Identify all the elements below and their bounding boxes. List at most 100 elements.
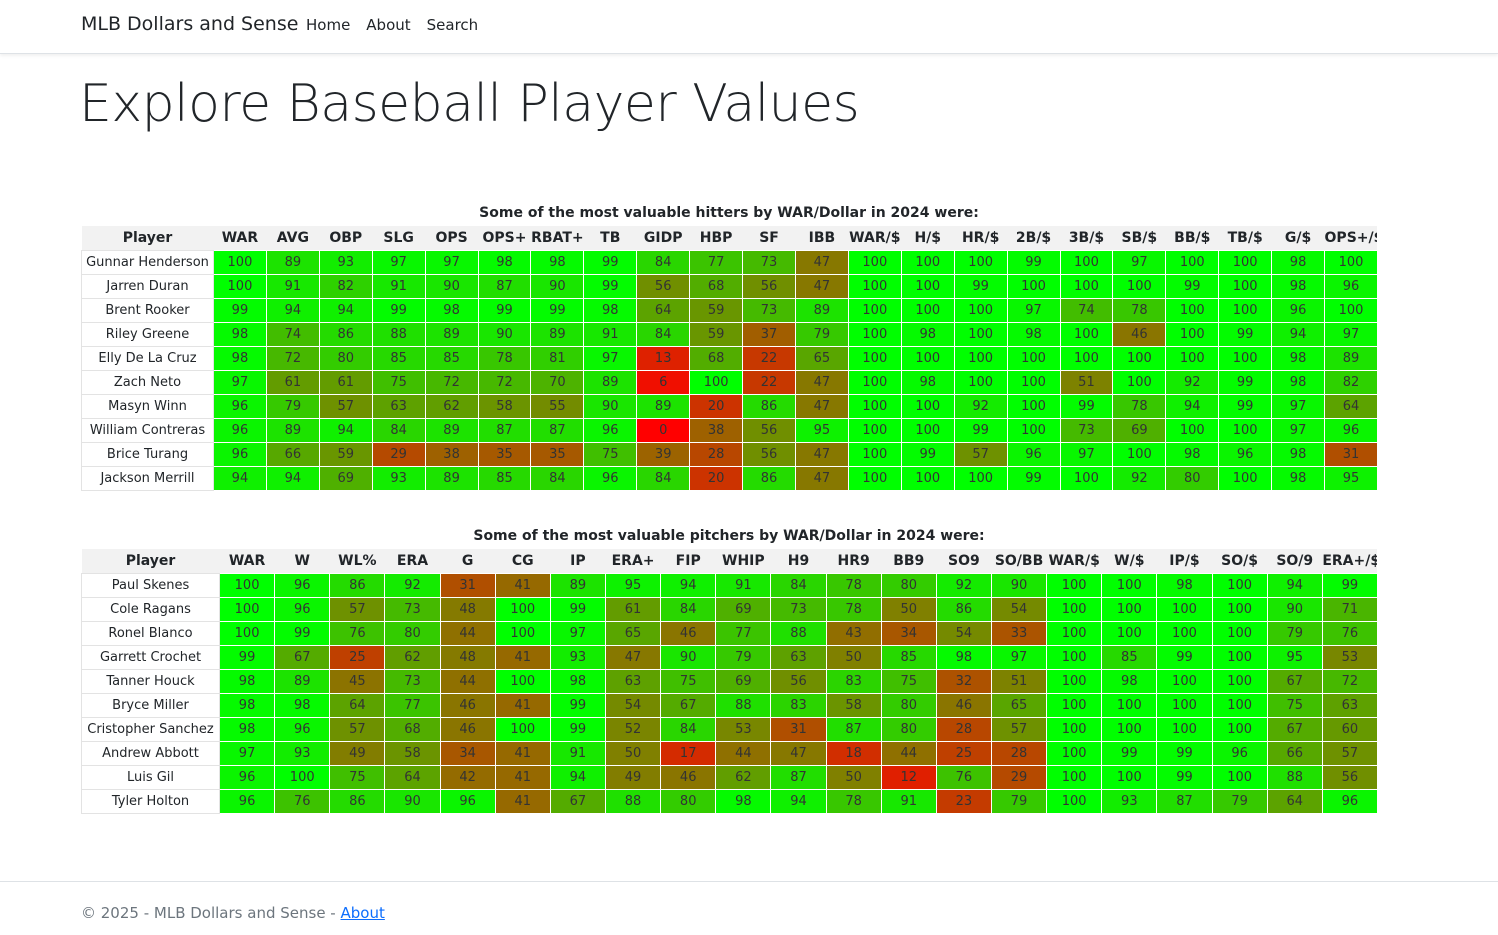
value-cell: 100: [1218, 466, 1273, 491]
value-cell: 46: [1112, 322, 1167, 347]
value-cell: 80: [1165, 466, 1220, 491]
value-cell: 47: [794, 394, 849, 419]
value-cell: 63: [371, 394, 426, 419]
value-cell: 98: [274, 693, 331, 718]
player-name: Elly De La Cruz: [81, 346, 214, 371]
table-row: Brent Rooker 99 94 94 99 98 99 99 98 64 59 73 89 100 1…: [81, 298, 1378, 323]
value-cell: 74: [1059, 298, 1114, 323]
value-cell: 98: [218, 693, 276, 718]
value-cell: 47: [794, 442, 849, 467]
footer-about-link[interactable]: About: [340, 904, 385, 922]
value-cell: 96: [213, 442, 267, 467]
value-cell: 34: [880, 621, 937, 646]
navbar-brand[interactable]: MLB Dollars and Sense: [81, 13, 299, 35]
value-cell: 69: [715, 669, 772, 694]
player-name: Luis Gil: [81, 765, 220, 790]
value-cell: 67: [549, 789, 606, 814]
column-header: OBP: [319, 226, 373, 251]
value-cell: 47: [794, 274, 849, 299]
column-header: WL%: [329, 549, 385, 574]
value-cell: 78: [825, 597, 882, 622]
value-cell: 68: [689, 274, 744, 299]
value-cell: 91: [715, 573, 772, 598]
table-row: Cole Ragans 100 96 57 73 48 100 99 61 84 69 73 78 50 8…: [81, 597, 1378, 622]
value-cell: 48: [439, 645, 496, 670]
nav-link-home[interactable]: Home: [306, 16, 351, 34]
value-cell: 73: [742, 298, 796, 323]
value-cell: 73: [384, 597, 441, 622]
nav-link-about[interactable]: About: [366, 16, 411, 34]
value-cell: 22: [742, 370, 796, 395]
value-cell: 31: [439, 573, 496, 598]
value-cell: 84: [636, 250, 691, 275]
value-cell: 100: [953, 370, 1008, 395]
value-cell: 90: [660, 645, 717, 670]
value-cell: 73: [742, 250, 796, 275]
value-cell: 98: [530, 250, 585, 275]
value-cell: 73: [384, 669, 441, 694]
value-cell: 99: [1059, 394, 1114, 419]
value-cell: 85: [371, 346, 426, 371]
value-cell: 0: [636, 418, 691, 443]
nav-link-search[interactable]: Search: [426, 16, 479, 34]
value-cell: 89: [424, 418, 479, 443]
value-cell: 46: [439, 717, 496, 742]
value-cell: 100: [900, 274, 955, 299]
value-cell: 89: [530, 322, 585, 347]
value-cell: 100: [1101, 717, 1158, 742]
value-cell: 50: [880, 597, 937, 622]
value-cell: 67: [274, 645, 331, 670]
value-cell: 95: [1324, 466, 1378, 491]
value-cell: 97: [218, 741, 276, 766]
value-cell: 31: [1324, 442, 1378, 467]
value-cell: 100: [1046, 741, 1103, 766]
value-cell: 75: [329, 765, 386, 790]
value-cell: 72: [265, 346, 320, 371]
header-row: Player WAR W WL% ERA G CG IP ERA+ FIP WHIP H9 HR9 BB9…: [81, 549, 1378, 574]
value-cell: 100: [900, 346, 955, 371]
column-header: OPS+/$: [1324, 226, 1378, 251]
value-cell: 57: [1321, 741, 1378, 766]
value-cell: 76: [1321, 621, 1378, 646]
page-title: Explore Baseball Player Values: [79, 74, 860, 134]
value-cell: 85: [424, 346, 479, 371]
value-cell: 82: [318, 274, 373, 299]
player-name: Paul Skenes: [81, 573, 220, 598]
value-cell: 54: [604, 693, 662, 718]
value-cell: 100: [1059, 466, 1114, 491]
value-cell: 100: [1101, 765, 1158, 790]
value-cell: 100: [1218, 274, 1273, 299]
value-cell: 100: [274, 765, 331, 790]
value-cell: 83: [770, 693, 827, 718]
value-cell: 78: [1112, 298, 1167, 323]
value-cell: 100: [1156, 597, 1213, 622]
column-header: SO9: [936, 549, 992, 574]
column-header: AVG: [266, 226, 320, 251]
player-name: Bryce Miller: [81, 693, 220, 718]
value-cell: 94: [549, 765, 606, 790]
value-cell: 52: [604, 717, 662, 742]
value-cell: 42: [439, 765, 496, 790]
value-cell: 39: [636, 442, 691, 467]
value-cell: 100: [1156, 717, 1213, 742]
hitters-caption: Some of the most valuable hitters by WAR…: [479, 205, 979, 221]
value-cell: 28: [935, 717, 992, 742]
footer-copyright: © 2025 - MLB Dollars and Sense -: [81, 904, 341, 922]
column-header: ERA+: [605, 549, 661, 574]
value-cell: 98: [218, 669, 276, 694]
value-cell: 98: [213, 346, 267, 371]
value-cell: 35: [477, 442, 532, 467]
value-cell: 99: [1321, 573, 1378, 598]
value-cell: 53: [1321, 645, 1378, 670]
value-cell: 56: [742, 418, 796, 443]
value-cell: 73: [1059, 418, 1114, 443]
value-cell: 96: [1324, 418, 1378, 443]
column-header: ERA+/$: [1322, 549, 1378, 574]
value-cell: 94: [318, 298, 373, 323]
value-cell: 99: [1156, 741, 1213, 766]
value-cell: 98: [1271, 370, 1326, 395]
value-cell: 74: [265, 322, 320, 347]
value-cell: 63: [770, 645, 827, 670]
value-cell: 47: [604, 645, 662, 670]
value-cell: 57: [990, 717, 1048, 742]
